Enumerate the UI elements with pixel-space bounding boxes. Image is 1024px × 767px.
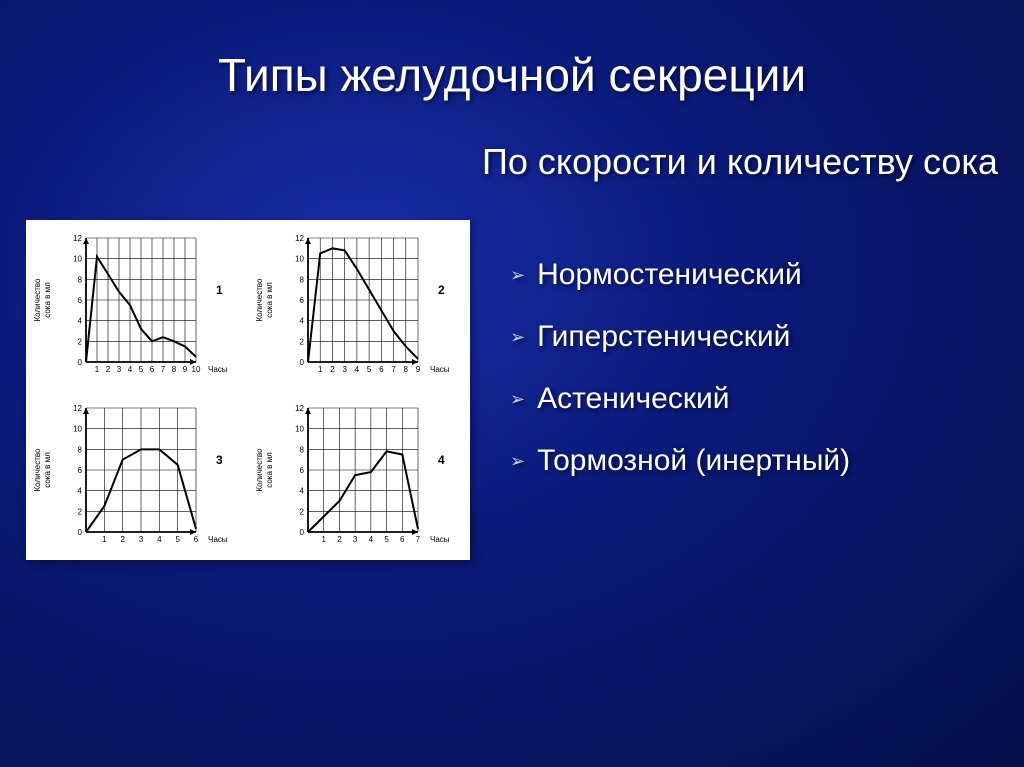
svg-text:6: 6	[78, 296, 83, 305]
bullet-list: ➢ Нормостенический ➢ Гиперстенический ➢ …	[510, 258, 850, 506]
svg-text:6: 6	[300, 466, 305, 475]
svg-text:8: 8	[78, 445, 83, 454]
svg-text:Количествосока в мл: Количествосока в мл	[33, 448, 52, 492]
svg-text:1: 1	[321, 535, 326, 544]
svg-text:12: 12	[295, 234, 304, 243]
svg-text:Часы: Часы	[430, 365, 450, 374]
svg-text:0: 0	[300, 358, 305, 367]
svg-text:1: 1	[95, 365, 100, 374]
svg-text:10: 10	[295, 255, 304, 264]
bullet-item: ➢ Тормозной (инертный)	[510, 444, 850, 478]
svg-text:5: 5	[367, 365, 372, 374]
svg-text:5: 5	[139, 365, 144, 374]
bullet-arrow-icon: ➢	[510, 389, 525, 410]
svg-text:0: 0	[78, 528, 83, 537]
svg-text:9: 9	[183, 365, 188, 374]
svg-text:6: 6	[150, 365, 155, 374]
svg-text:2: 2	[300, 337, 305, 346]
slide: Типы желудочной секреции По скорости и к…	[0, 0, 1024, 767]
bullet-label: Астенический	[537, 382, 729, 416]
svg-text:Часы: Часы	[430, 535, 450, 544]
bullet-label: Тормозной (инертный)	[537, 444, 850, 478]
svg-text:2: 2	[78, 337, 83, 346]
svg-text:Количествосока в мл: Количествосока в мл	[33, 278, 52, 322]
slide-subtitle: По скорости и количеству сока	[480, 140, 1000, 183]
svg-text:4: 4	[157, 535, 162, 544]
svg-text:5: 5	[175, 535, 180, 544]
svg-text:6: 6	[379, 365, 384, 374]
charts-svg: 024681012123456789101ЧасыКоличествосока …	[26, 220, 470, 560]
svg-text:4: 4	[78, 317, 83, 326]
svg-text:6: 6	[300, 296, 305, 305]
svg-text:Количествосока в мл: Количествосока в мл	[255, 448, 274, 492]
svg-text:1: 1	[318, 365, 323, 374]
slide-title: Типы желудочной секреции	[0, 48, 1024, 102]
svg-text:Количествосока в мл: Количествосока в мл	[255, 278, 274, 322]
svg-text:12: 12	[73, 404, 82, 413]
bullet-arrow-icon: ➢	[510, 451, 525, 472]
svg-text:3: 3	[216, 453, 223, 467]
svg-text:3: 3	[342, 365, 347, 374]
svg-text:7: 7	[416, 535, 421, 544]
svg-text:6: 6	[194, 535, 199, 544]
svg-text:0: 0	[78, 358, 83, 367]
bullet-item: ➢ Астенический	[510, 382, 850, 416]
svg-text:4: 4	[369, 535, 374, 544]
svg-text:5: 5	[384, 535, 389, 544]
chart-panel: 024681012123456789101ЧасыКоличествосока …	[26, 220, 470, 560]
svg-text:3: 3	[139, 535, 144, 544]
svg-text:6: 6	[78, 466, 83, 475]
svg-text:0: 0	[300, 528, 305, 537]
svg-text:2: 2	[120, 535, 125, 544]
svg-text:12: 12	[73, 234, 82, 243]
svg-text:4: 4	[300, 317, 305, 326]
svg-text:2: 2	[438, 283, 445, 297]
svg-text:4: 4	[300, 487, 305, 496]
svg-text:7: 7	[391, 365, 396, 374]
bullet-item: ➢ Нормостенический	[510, 258, 850, 292]
svg-text:8: 8	[300, 445, 305, 454]
bullet-label: Гиперстенический	[537, 320, 790, 354]
svg-text:7: 7	[161, 365, 166, 374]
svg-text:1: 1	[102, 535, 107, 544]
svg-text:10: 10	[73, 425, 82, 434]
svg-text:10: 10	[192, 365, 201, 374]
svg-text:1: 1	[216, 283, 223, 297]
svg-text:2: 2	[300, 507, 305, 516]
svg-text:4: 4	[78, 487, 83, 496]
svg-text:8: 8	[300, 275, 305, 284]
bullet-arrow-icon: ➢	[510, 327, 525, 348]
svg-text:8: 8	[404, 365, 409, 374]
svg-text:2: 2	[78, 507, 83, 516]
svg-text:8: 8	[78, 275, 83, 284]
svg-text:2: 2	[337, 535, 342, 544]
svg-text:10: 10	[295, 425, 304, 434]
svg-text:2: 2	[106, 365, 111, 374]
svg-text:12: 12	[295, 404, 304, 413]
svg-text:Часы: Часы	[208, 535, 228, 544]
svg-text:9: 9	[416, 365, 421, 374]
svg-text:3: 3	[117, 365, 122, 374]
svg-text:10: 10	[73, 255, 82, 264]
svg-text:8: 8	[172, 365, 177, 374]
svg-text:Часы: Часы	[208, 365, 228, 374]
bullet-arrow-icon: ➢	[510, 265, 525, 286]
svg-text:2: 2	[330, 365, 335, 374]
svg-text:4: 4	[128, 365, 133, 374]
svg-text:6: 6	[400, 535, 405, 544]
svg-text:4: 4	[438, 453, 445, 467]
bullet-item: ➢ Гиперстенический	[510, 320, 850, 354]
svg-text:4: 4	[355, 365, 360, 374]
svg-text:3: 3	[353, 535, 358, 544]
bullet-label: Нормостенический	[537, 258, 802, 292]
